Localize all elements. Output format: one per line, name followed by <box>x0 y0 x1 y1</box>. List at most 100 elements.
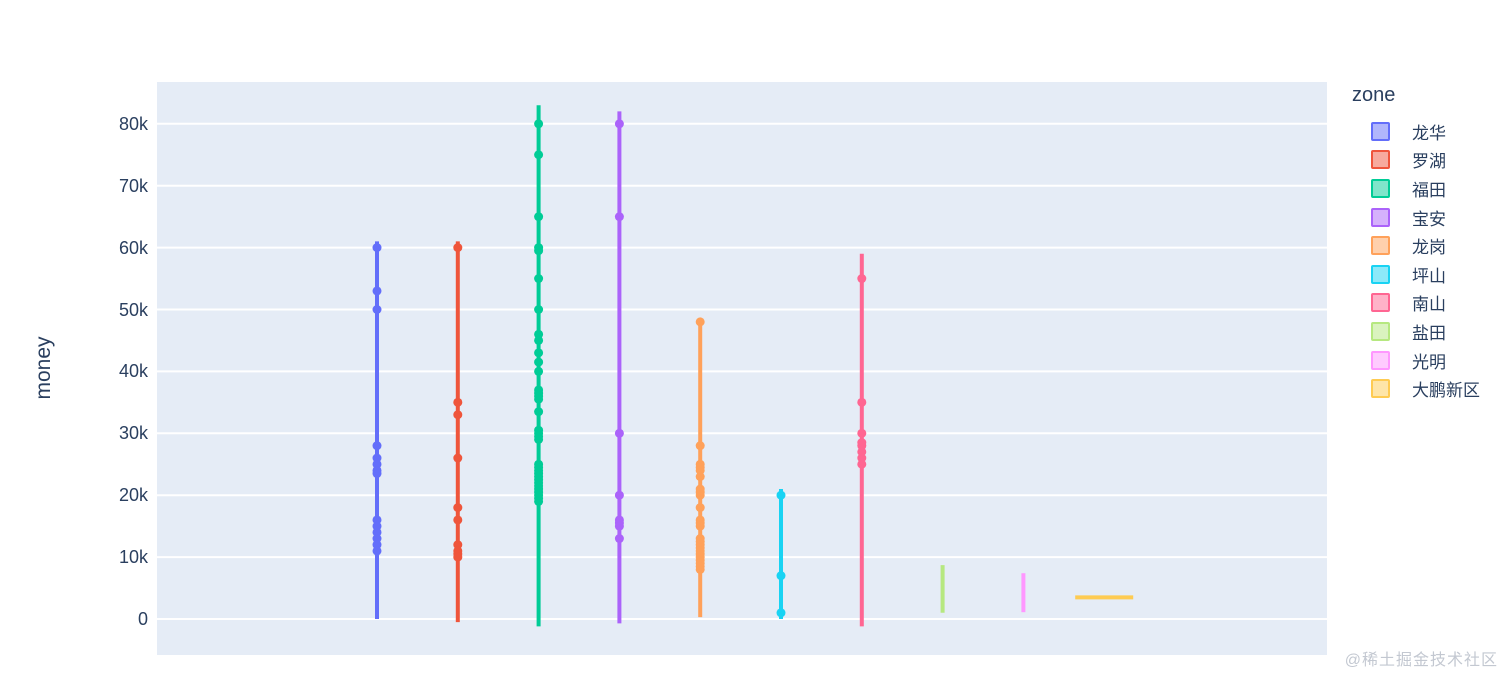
data-point[interactable] <box>372 305 382 314</box>
plot-area[interactable] <box>157 82 1327 655</box>
data-point[interactable] <box>453 515 463 525</box>
data-point[interactable] <box>453 552 463 562</box>
y-tick-label: 70k <box>118 175 148 196</box>
legend-swatch-icon <box>1371 264 1390 284</box>
legend-item-label: 坪山 <box>1412 266 1446 286</box>
data-point[interactable] <box>372 453 382 463</box>
data-point[interactable] <box>614 521 624 531</box>
legend-item[interactable]: 坪山 <box>1344 260 1480 289</box>
data-point[interactable] <box>534 329 544 339</box>
data-point[interactable] <box>534 348 544 358</box>
legend-item[interactable]: 龙岗 <box>1344 231 1480 260</box>
data-point[interactable] <box>857 447 867 457</box>
data-point[interactable] <box>857 397 867 407</box>
legend-swatch-icon <box>1371 178 1390 198</box>
data-point[interactable] <box>614 212 624 222</box>
series-group[interactable] <box>695 317 705 618</box>
data-point[interactable] <box>453 540 463 550</box>
legend-item[interactable]: 光明 <box>1344 346 1480 375</box>
legend-item[interactable]: 龙华 <box>1344 117 1480 146</box>
legend-swatch-icon <box>1371 207 1390 227</box>
data-point[interactable] <box>776 608 786 618</box>
data-point[interactable] <box>534 357 544 367</box>
legend-item[interactable]: 宝安 <box>1344 203 1480 232</box>
legend-swatch-icon <box>1371 150 1390 170</box>
data-point[interactable] <box>372 546 382 556</box>
series-group[interactable] <box>534 105 544 627</box>
data-point[interactable] <box>534 150 544 160</box>
series-group[interactable] <box>776 489 786 619</box>
data-point[interactable] <box>534 274 544 284</box>
legend-swatch-icon <box>1371 121 1390 141</box>
data-point[interactable] <box>695 490 705 500</box>
data-point[interactable] <box>695 317 705 327</box>
data-point[interactable] <box>534 119 544 129</box>
data-point[interactable] <box>453 397 463 407</box>
y-tick-label: 30k <box>118 423 148 444</box>
legend-item-label: 龙岗 <box>1412 238 1446 258</box>
data-point[interactable] <box>372 527 382 537</box>
data-point[interactable] <box>857 453 867 463</box>
data-point[interactable] <box>614 119 624 129</box>
data-point[interactable] <box>534 434 544 444</box>
data-point[interactable] <box>534 366 544 376</box>
legend-item[interactable]: 福田 <box>1344 174 1480 203</box>
data-point[interactable] <box>857 441 867 451</box>
legend-item[interactable]: 盐田 <box>1344 317 1480 346</box>
legend-swatch-icon <box>1371 236 1390 256</box>
data-point[interactable] <box>534 335 544 345</box>
legend-item[interactable]: 大鹏新区 <box>1344 374 1480 403</box>
data-point[interactable] <box>534 496 544 506</box>
data-point[interactable] <box>695 472 705 482</box>
series-group[interactable] <box>372 241 382 619</box>
y-tick-label: 80k <box>118 113 148 134</box>
series-group[interactable] <box>453 241 463 623</box>
data-point[interactable] <box>695 503 705 513</box>
data-point[interactable] <box>534 407 544 417</box>
legend-item-label: 宝安 <box>1412 209 1446 229</box>
data-point[interactable] <box>534 394 544 404</box>
data-point[interactable] <box>776 490 786 500</box>
data-point[interactable] <box>453 410 463 420</box>
legend-item-label: 龙华 <box>1412 123 1446 143</box>
data-point[interactable] <box>614 428 624 438</box>
data-point[interactable] <box>857 274 867 284</box>
legend-items: 龙华罗湖 福田宝安龙岗坪山南山 盐田 光明 大鹏新区 <box>1344 117 1480 403</box>
y-tick-label: 20k <box>118 485 148 506</box>
data-point[interactable] <box>453 453 463 463</box>
data-point[interactable] <box>534 212 544 222</box>
data-point[interactable] <box>453 243 463 253</box>
data-point[interactable] <box>534 246 544 256</box>
data-point[interactable] <box>614 490 624 500</box>
data-point[interactable] <box>453 503 463 513</box>
y-tick-label: 0 <box>137 609 148 629</box>
data-point[interactable] <box>857 459 867 469</box>
y-tick-label: 60k <box>118 237 148 258</box>
y-tick-label: 50k <box>118 299 148 320</box>
data-point[interactable] <box>695 564 705 574</box>
data-point[interactable] <box>372 243 382 253</box>
legend-item[interactable]: 南山 <box>1344 289 1480 318</box>
legend-item[interactable]: 罗湖 <box>1344 146 1480 175</box>
legend-title: zone <box>1352 84 1396 106</box>
data-point[interactable] <box>695 441 705 451</box>
legend-swatch-icon <box>1371 293 1390 313</box>
data-point[interactable] <box>372 469 382 479</box>
data-point[interactable] <box>372 286 382 296</box>
data-point[interactable] <box>372 515 382 525</box>
data-point[interactable] <box>776 571 786 581</box>
data-point[interactable] <box>857 428 867 438</box>
data-point[interactable] <box>372 459 382 469</box>
data-point[interactable] <box>695 521 705 531</box>
legend-swatch-icon <box>1371 321 1390 341</box>
data-point[interactable] <box>614 534 624 544</box>
data-point[interactable] <box>372 521 382 531</box>
series-group[interactable] <box>857 253 867 627</box>
data-point[interactable] <box>695 465 705 475</box>
data-point[interactable] <box>372 540 382 550</box>
data-point[interactable] <box>534 305 544 314</box>
series-group[interactable] <box>614 111 624 624</box>
data-point[interactable] <box>372 441 382 451</box>
data-point[interactable] <box>372 534 382 544</box>
